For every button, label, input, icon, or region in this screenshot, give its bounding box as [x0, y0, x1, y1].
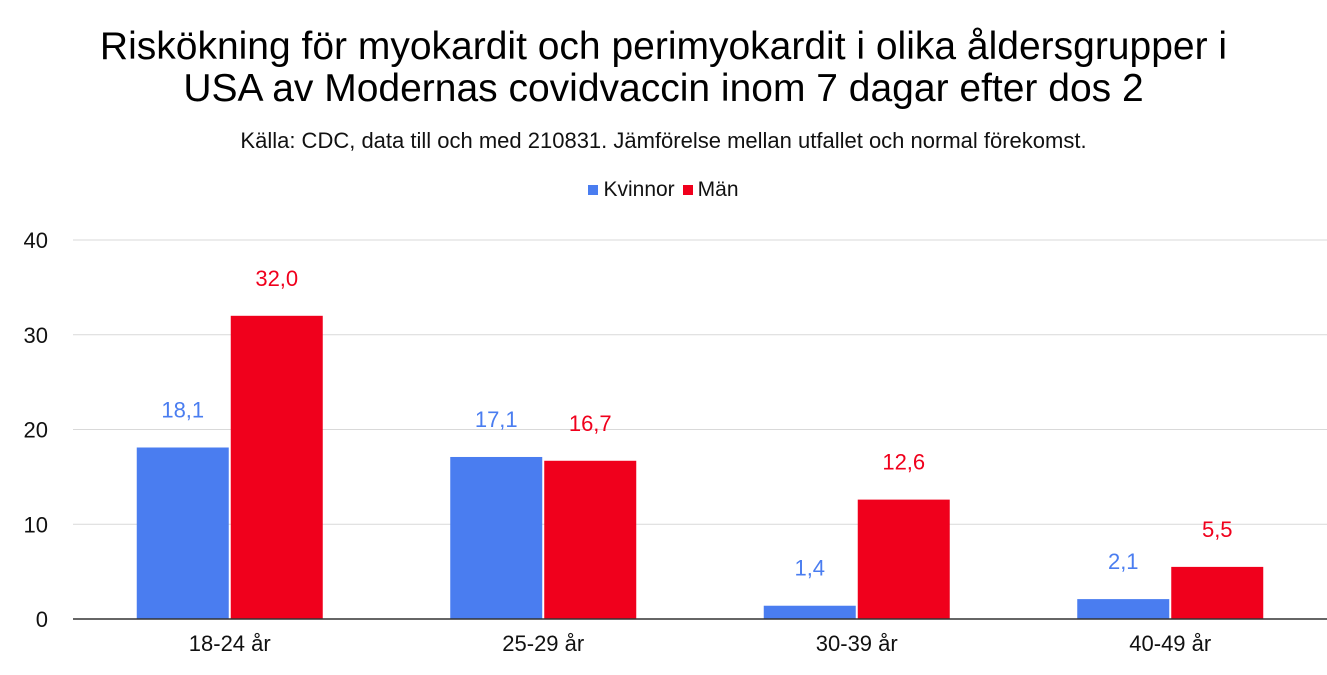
bar-kvinnor	[450, 456, 543, 619]
chart-title-line-1: Riskökning för myokardit och perimyokard…	[99, 25, 1228, 68]
legend-label-man: Män	[697, 178, 739, 201]
bar-man	[230, 315, 323, 619]
data-label-man: 16,7	[569, 411, 612, 436]
bar-kvinnor	[1077, 599, 1170, 619]
x-tick-label: 25-29 år	[502, 631, 584, 656]
x-tick-label: 40-49 år	[1129, 631, 1211, 656]
data-label-kvinnor: 2,1	[1108, 549, 1139, 574]
legend-swatch-man	[682, 185, 693, 195]
data-label-kvinnor: 17,1	[475, 407, 518, 432]
y-tick-label: 30	[24, 323, 48, 348]
legend-item-kvinnor: Kvinnor	[588, 178, 675, 202]
data-label-man: 12,6	[882, 450, 925, 475]
x-tick-label: 18-24 år	[189, 631, 271, 656]
bar-kvinnor	[136, 447, 229, 619]
chart-subtitle: Källa: CDC, data till och med 210831. Jä…	[240, 128, 1087, 153]
bar-kvinnor	[763, 605, 856, 619]
chart-title-line-2: USA av Modernas covidvaccin inom 7 dagar…	[183, 67, 1144, 110]
legend-label-kvinnor: Kvinnor	[603, 178, 675, 201]
data-label-kvinnor: 18,1	[161, 398, 204, 423]
bar-man	[544, 460, 637, 619]
y-tick-label: 0	[36, 607, 48, 632]
legend-item-man: Män	[682, 178, 739, 202]
y-tick-label: 10	[24, 512, 48, 537]
y-tick-label: 40	[24, 228, 48, 253]
chart-title: Riskökning för myokardit och perimyokard…	[0, 26, 1327, 110]
chart-legend: Kvinnor Män	[0, 178, 1327, 202]
bar-man	[857, 499, 950, 619]
legend-swatch-kvinnor	[588, 185, 599, 195]
data-label-man: 32,0	[255, 266, 298, 291]
data-label-kvinnor: 1,4	[794, 556, 825, 581]
x-tick-label: 30-39 år	[816, 631, 898, 656]
bar-man	[1171, 566, 1264, 619]
y-tick-label: 20	[24, 418, 48, 443]
data-label-man: 5,5	[1202, 517, 1233, 542]
